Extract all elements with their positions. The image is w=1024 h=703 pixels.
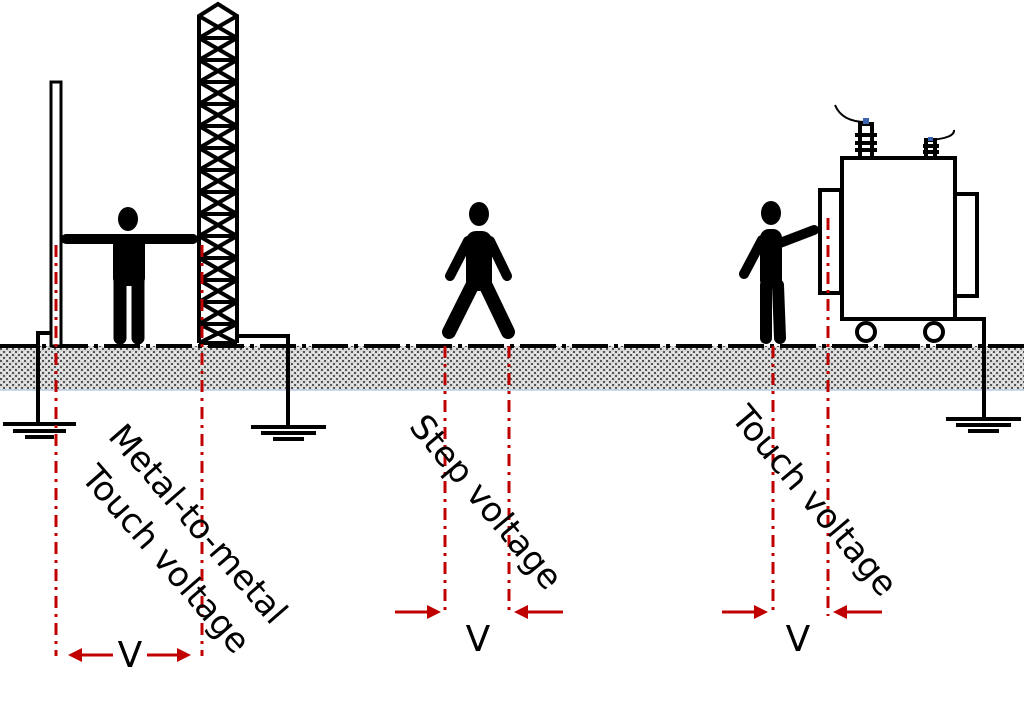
bushing-tip-icon xyxy=(928,137,933,141)
tower-brace xyxy=(197,190,239,216)
tower-brace xyxy=(197,102,239,128)
person-touching-icon xyxy=(739,201,819,344)
arrows xyxy=(68,605,882,662)
tower-brace xyxy=(197,256,239,282)
v-label-touch: V xyxy=(786,619,811,660)
measurement-lines xyxy=(54,218,830,656)
tower-brace xyxy=(197,278,239,304)
tower-brace xyxy=(197,124,239,150)
touch-voltage-label: Touch voltage xyxy=(722,397,905,604)
tower-brace xyxy=(197,168,239,194)
tower-brace xyxy=(197,146,239,172)
tower-brace xyxy=(198,322,238,345)
ground-symbol-tower xyxy=(237,334,326,441)
transformer xyxy=(818,104,979,343)
tower-brace xyxy=(197,300,239,326)
tower-brace xyxy=(197,234,239,260)
ground-symbol-transformer xyxy=(935,317,1021,433)
bushing-tip-icon xyxy=(863,118,869,124)
person-arms-outstretched-icon xyxy=(61,207,198,345)
v-label-metal: V xyxy=(118,635,143,676)
tower-brace xyxy=(197,212,239,238)
tower-brace xyxy=(197,58,239,84)
tower-brace xyxy=(197,80,239,106)
person-walking-icon xyxy=(442,202,515,339)
step-voltage-label: Step voltage xyxy=(401,407,570,598)
soil-layer xyxy=(0,344,1024,391)
tower-brace xyxy=(197,36,239,62)
lattice-tower xyxy=(197,1,239,345)
v-label-step: V xyxy=(466,619,491,660)
tower-brace xyxy=(197,14,239,40)
ground-symbol-left xyxy=(3,331,76,439)
